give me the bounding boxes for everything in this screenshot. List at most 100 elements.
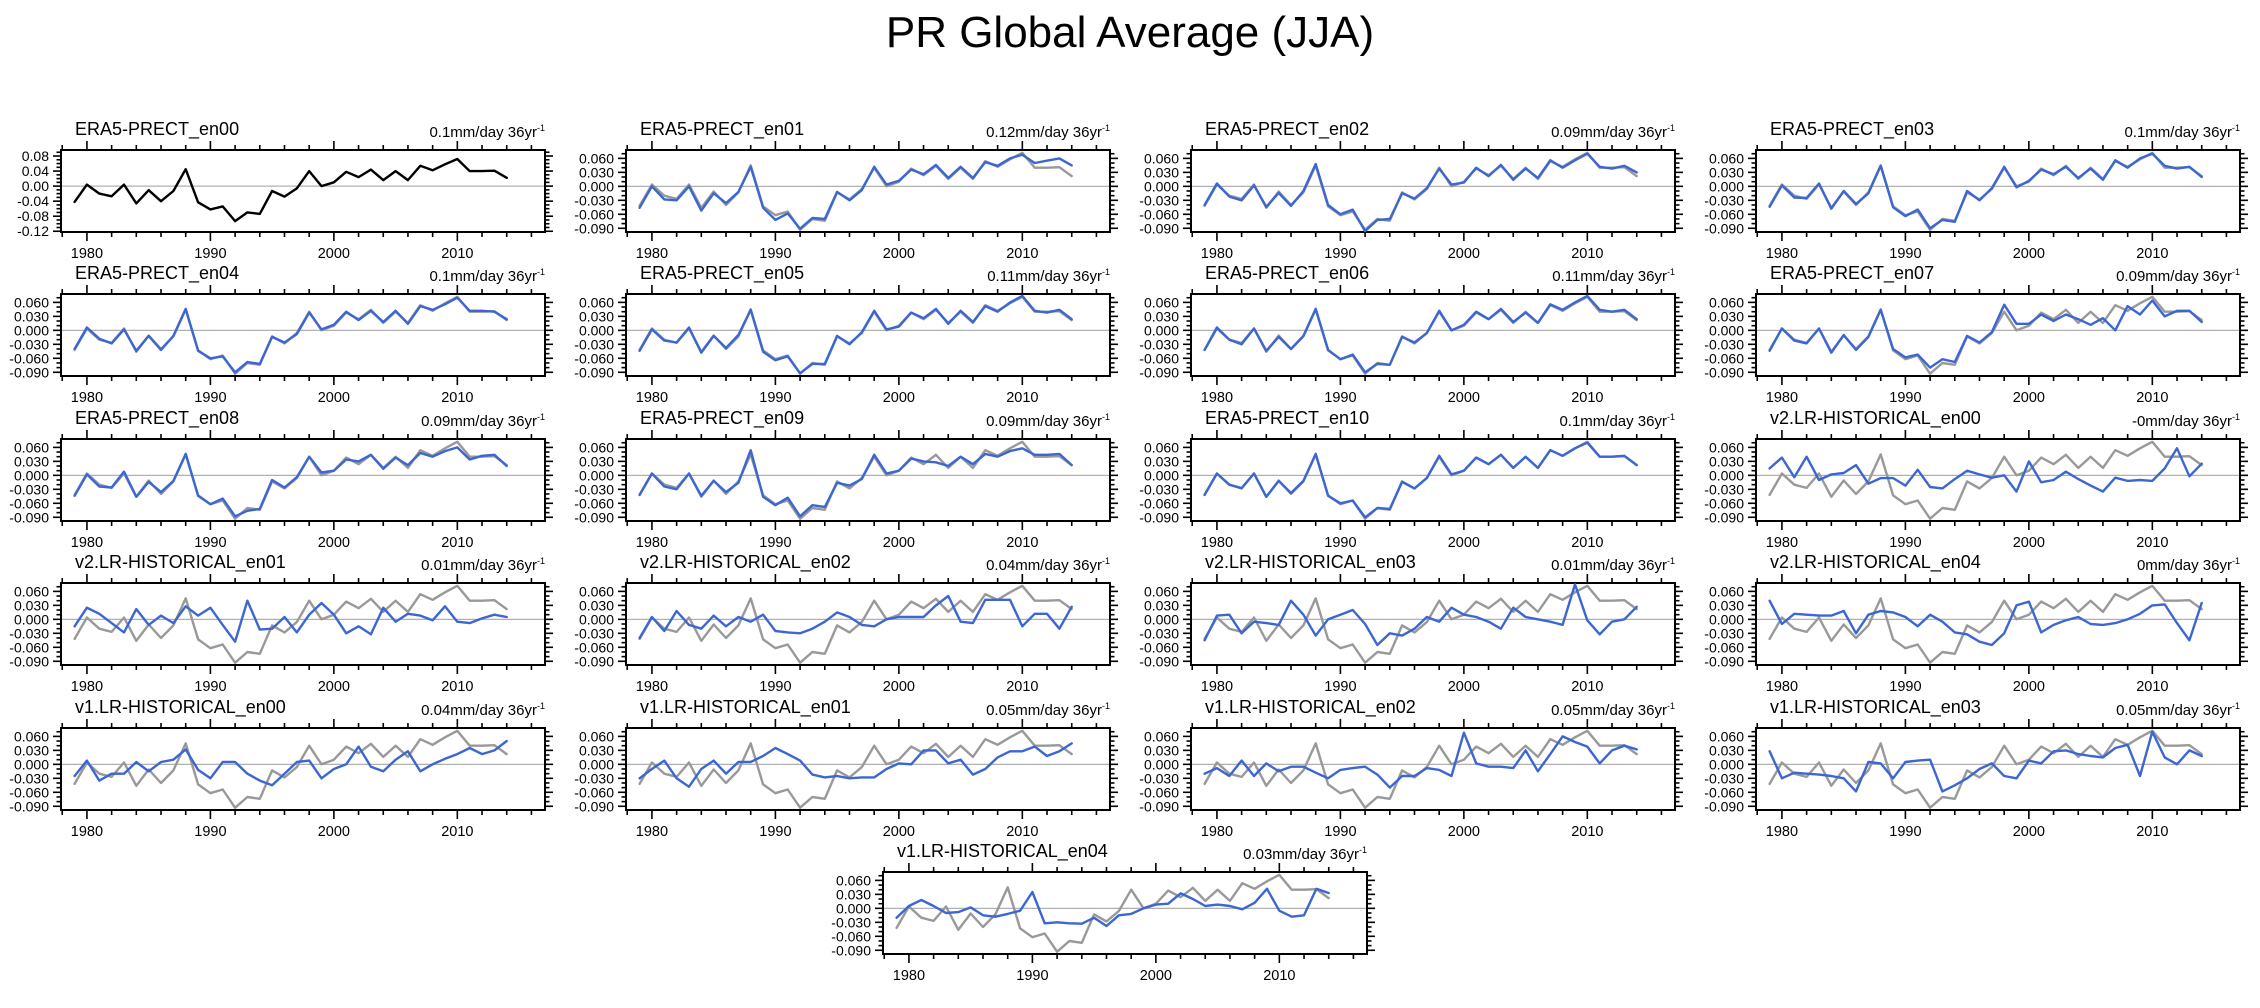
x-tick-label: 2010 bbox=[1571, 824, 1603, 840]
x-tick-label: 1990 bbox=[1016, 968, 1048, 984]
panel-ERA5-PRECT_en08: 0.060 0.030 0.000 -0.030 -0.060 -0.090 1980 199… bbox=[6, 406, 571, 554]
panel-title: ERA5-PRECT_en02 bbox=[1205, 119, 1370, 139]
trend-exponent: -1 bbox=[536, 701, 545, 711]
y-tick-label: -0.090 bbox=[1139, 798, 1179, 814]
x-tick-label: 2010 bbox=[1263, 968, 1295, 984]
y-tick-label: 0.000 bbox=[1709, 467, 1744, 483]
y-tick-label: -0.030 bbox=[9, 336, 49, 352]
x-tick-label: 2000 bbox=[2013, 679, 2045, 695]
trend-exponent: -1 bbox=[1101, 412, 1110, 422]
y-tick-label: 0.030 bbox=[1144, 597, 1179, 613]
x-tick-label: 2010 bbox=[2136, 535, 2168, 551]
panel-title: v2.LR-HISTORICAL_en02 bbox=[640, 552, 851, 572]
x-tick-label: 2010 bbox=[441, 679, 473, 695]
panel-title: ERA5-PRECT_en03 bbox=[1770, 119, 1935, 139]
x-tick-label: 1980 bbox=[1201, 390, 1233, 406]
y-tick-label: -0.090 bbox=[1139, 653, 1179, 669]
x-tick-label: 1980 bbox=[893, 968, 925, 984]
panel-title: v2.LR-HISTORICAL_en00 bbox=[1770, 408, 1981, 428]
panel-title: v1.LR-HISTORICAL_en03 bbox=[1770, 697, 1981, 717]
model-line bbox=[638, 742, 1073, 788]
x-tick-label: 1990 bbox=[1889, 390, 1921, 406]
panel-ERA5-PRECT_en07: 0.060 0.030 0.000 -0.030 -0.060 -0.090 1980 199… bbox=[1701, 261, 2260, 409]
x-axis-labels: 1980 1990 2000 2010 bbox=[71, 535, 474, 551]
reference-line bbox=[1203, 729, 1638, 809]
trend-exponent: -1 bbox=[536, 123, 545, 133]
reference-line bbox=[1203, 151, 1638, 231]
trend-exponent: -1 bbox=[2231, 123, 2240, 133]
y-tick-label: -0.030 bbox=[1139, 625, 1179, 641]
panel-trend-label: 0.09mm/day 36yr-1 bbox=[421, 412, 545, 430]
x-tick-label: 2010 bbox=[441, 824, 473, 840]
x-tick-label: 2000 bbox=[318, 679, 350, 695]
x-axis-labels: 1980 1990 2000 2010 bbox=[1201, 246, 1604, 262]
panel-v2.LR-HISTORICAL_en00: 0.060 0.030 0.000 -0.030 -0.060 -0.090 1980 199… bbox=[1701, 406, 2260, 554]
reference-line bbox=[73, 295, 508, 375]
trend-exponent: -1 bbox=[1101, 556, 1110, 566]
trend-exponent: -1 bbox=[536, 412, 545, 422]
plot-frame bbox=[625, 149, 1111, 233]
y-tick-label: -0.090 bbox=[9, 364, 49, 380]
y-tick-label: 0.000 bbox=[1709, 322, 1744, 338]
trend-exponent: -1 bbox=[2231, 412, 2240, 422]
panel-v2.LR-HISTORICAL_en04: 0.060 0.030 0.000 -0.030 -0.060 -0.090 1980 199… bbox=[1701, 550, 2260, 698]
trend-exponent: -1 bbox=[1666, 412, 1675, 422]
x-axis-labels: 1980 1990 2000 2010 bbox=[1766, 824, 2169, 840]
panel-ERA5-PRECT_en06: 0.060 0.030 0.000 -0.030 -0.060 -0.090 1980 199… bbox=[1136, 261, 1701, 409]
x-tick-label: 2000 bbox=[1140, 968, 1172, 984]
y-tick-label: -0.060 bbox=[9, 784, 49, 800]
panel-trend-label: 0.01mm/day 36yr-1 bbox=[421, 556, 545, 574]
y-tick-label: 0.060 bbox=[1144, 583, 1179, 599]
trend-value: 0.09mm/day 36yr bbox=[1551, 124, 1667, 141]
x-tick-label: 2000 bbox=[1448, 535, 1480, 551]
y-tick-label: 0.060 bbox=[579, 728, 614, 744]
y-tick-label: 0.000 bbox=[1709, 178, 1744, 194]
plot-frame bbox=[1190, 727, 1676, 811]
x-tick-label: 1990 bbox=[194, 824, 226, 840]
model-line bbox=[1203, 583, 1638, 647]
panel-trend-label: -0mm/day 36yr-1 bbox=[2132, 412, 2240, 430]
y-tick-label: -0.04 bbox=[17, 193, 49, 209]
y-tick-label: 0.030 bbox=[1709, 742, 1744, 758]
y-tick-label: -0.12 bbox=[17, 223, 49, 239]
x-tick-label: 1980 bbox=[1766, 390, 1798, 406]
x-tick-label: 2000 bbox=[883, 679, 915, 695]
y-tick-label: 0.060 bbox=[1709, 150, 1744, 166]
y-tick-label: 0.030 bbox=[1144, 453, 1179, 469]
y-tick-label: -0.060 bbox=[1704, 784, 1744, 800]
y-tick-label: 0.030 bbox=[1709, 308, 1744, 324]
reference-line bbox=[1203, 295, 1638, 375]
y-tick-label: -0.060 bbox=[574, 495, 614, 511]
reference-line bbox=[638, 151, 1073, 231]
x-axis-labels: 1980 1990 2000 2010 bbox=[636, 535, 1039, 551]
trend-value: 0.1mm/day 36yr bbox=[1559, 413, 1667, 430]
x-tick-label: 1980 bbox=[1766, 824, 1798, 840]
model-line bbox=[638, 294, 1073, 375]
plot-frame bbox=[625, 582, 1111, 666]
x-tick-label: 2010 bbox=[2136, 824, 2168, 840]
y-axis-ticks bbox=[618, 730, 1118, 808]
panel-title: ERA5-PRECT_en07 bbox=[1770, 263, 1935, 283]
panel-title: v1.LR-HISTORICAL_en04 bbox=[897, 841, 1108, 861]
y-tick-label: -0.090 bbox=[574, 653, 614, 669]
panel-trend-label: 0.01mm/day 36yr-1 bbox=[1551, 556, 1675, 574]
y-tick-label: 0.000 bbox=[579, 611, 614, 627]
trend-value: 0.09mm/day 36yr bbox=[2116, 268, 2232, 285]
y-tick-label: 0.030 bbox=[579, 308, 614, 324]
x-tick-label: 1980 bbox=[1766, 535, 1798, 551]
plot-frame bbox=[1190, 149, 1676, 233]
y-tick-label: 0.060 bbox=[579, 439, 614, 455]
y-tick-label: -0.030 bbox=[1704, 481, 1744, 497]
panel-title: v2.LR-HISTORICAL_en01 bbox=[75, 552, 286, 572]
y-tick-label: -0.030 bbox=[574, 625, 614, 641]
x-axis-labels: 1980 1990 2000 2010 bbox=[1766, 679, 2169, 695]
panel-ERA5-PRECT_en03: 0.060 0.030 0.000 -0.030 -0.060 -0.090 1980 199… bbox=[1701, 117, 2260, 265]
model-line bbox=[1203, 731, 1638, 789]
trend-value: 0.11mm/day 36yr bbox=[1552, 268, 1667, 285]
x-tick-label: 2010 bbox=[1006, 535, 1038, 551]
